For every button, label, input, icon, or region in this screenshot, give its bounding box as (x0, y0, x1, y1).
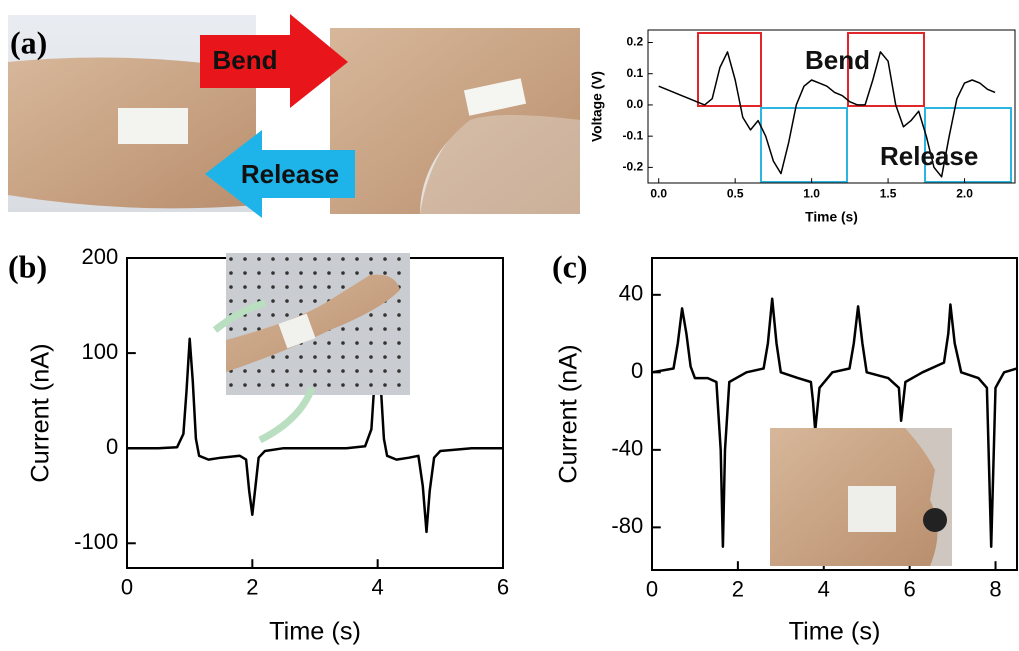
x-axis-label: Time (s) (269, 618, 361, 646)
x-tick-label: 2 (732, 577, 744, 602)
y-tick-label: -0.2 (623, 160, 644, 174)
x-tick-label: 6 (904, 577, 916, 602)
x-tick-label: 6 (497, 575, 509, 600)
inset-device (848, 486, 896, 532)
x-tick-label: 4 (372, 575, 384, 600)
y-tick-label: -100 (74, 529, 118, 554)
release-box (761, 108, 847, 182)
x-tick-label: 4 (818, 577, 830, 602)
y-tick-label: 40 (619, 281, 643, 306)
panel-label: (a) (10, 24, 47, 60)
annotation: Release (880, 141, 978, 171)
figure: Bend Release 0.0 0.5 1.0 1.5 2.0 -0.2 -0.1 0.0 0… (0, 0, 1019, 651)
y-axis-label: Voltage (V) (590, 71, 605, 142)
photo-device (118, 108, 188, 144)
y-tick-label: -80 (611, 513, 643, 538)
x-tick-label: 1.5 (880, 187, 897, 201)
x-tick-label: 2 (246, 575, 258, 600)
x-axis-label: Time (s) (805, 210, 858, 225)
x-tick-label: 0 (121, 575, 133, 600)
y-tick-label: 0.0 (627, 97, 644, 111)
y-axis-label: Current (nA) (27, 343, 55, 482)
arrow-label: Release (241, 159, 339, 189)
panel-label: (b) (8, 248, 47, 284)
x-axis-label: Time (s) (789, 618, 881, 646)
arrow-label: Bend (213, 45, 278, 75)
x-tick-label: 2.0 (956, 187, 973, 201)
page: {"photo_arrow_labels": ["Bend", "Release… (0, 0, 1019, 651)
x-tick-label: 8 (989, 577, 1001, 602)
y-tick-label: 100 (81, 339, 118, 364)
x-tick-label: 1.0 (803, 187, 820, 201)
y-tick-label: 0 (106, 434, 118, 459)
inset-arrow (260, 388, 312, 440)
x-tick-label: 0.0 (650, 187, 667, 201)
panel-label: (c) (552, 248, 588, 284)
annotation: Bend (805, 45, 870, 75)
y-tick-label: 0.1 (627, 66, 644, 80)
y-tick-label: -40 (611, 436, 643, 461)
y-tick-label: 200 (81, 244, 118, 269)
x-tick-label: 0 (646, 577, 658, 602)
bend-box (698, 33, 761, 106)
y-axis-label: Current (nA) (555, 344, 583, 483)
y-tick-label: -0.1 (623, 128, 644, 142)
y-tick-label: 0.2 (627, 35, 644, 49)
x-tick-label: 0.5 (727, 187, 744, 201)
insets (215, 253, 952, 566)
y-tick-label: 0 (631, 358, 643, 383)
inset-object (923, 508, 947, 532)
